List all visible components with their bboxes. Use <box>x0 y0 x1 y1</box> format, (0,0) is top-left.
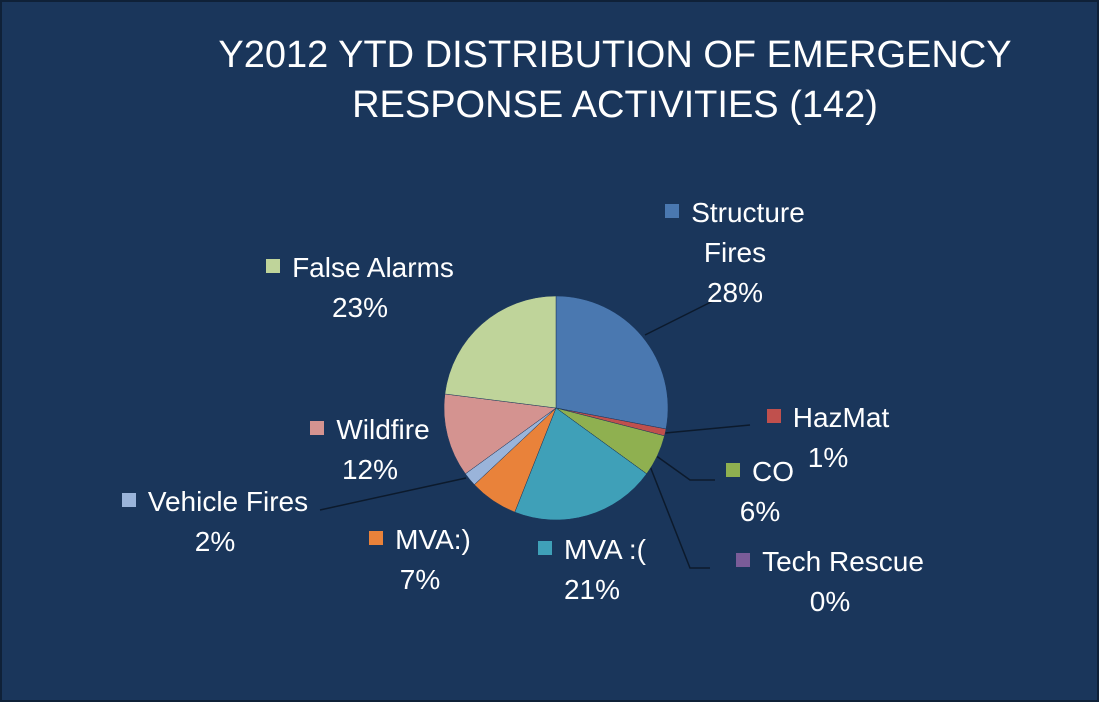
slice-label: Structure Fires 28% <box>650 193 820 313</box>
chart-title: Y2012 YTD DISTRIBUTION OF EMERGENCY RESP… <box>218 34 1012 126</box>
pie-slice <box>444 295 557 409</box>
label-name-line: False Alarms <box>230 248 490 288</box>
value-label: 7% <box>399 564 441 595</box>
category-label: False Alarms <box>292 252 454 283</box>
category-label: Tech Rescue <box>762 546 924 577</box>
label-name-line: Wildfire <box>275 410 465 450</box>
value-label: 0% <box>809 586 851 617</box>
legend-swatch <box>369 531 384 545</box>
legend-swatch <box>310 421 325 435</box>
category-label: MVA :( <box>564 534 646 565</box>
pie-slice <box>443 393 557 475</box>
slice-label: False Alarms 23% <box>230 248 490 328</box>
label-name-line: Vehicle Fires <box>85 482 345 522</box>
value-label: 6% <box>739 496 781 527</box>
slice-label: MVA:) 7% <box>340 520 500 600</box>
value-label: 12% <box>341 454 399 485</box>
legend-swatch <box>766 409 781 423</box>
slice-label: Tech Rescue 0% <box>700 542 960 622</box>
legend-swatch <box>266 259 281 273</box>
category-label: Vehicle Fires <box>147 486 309 517</box>
value-label: 21% <box>563 574 621 605</box>
pie-slice <box>514 407 647 521</box>
label-name-line: CO <box>700 452 820 492</box>
slice-label: HazMat 1% <box>743 398 913 478</box>
legend-swatch <box>121 493 136 507</box>
label-name-line: HazMat <box>743 398 913 438</box>
label-name-line: MVA:) <box>340 520 500 560</box>
slice-label: MVA :( 21% <box>512 530 672 610</box>
value-label: 2% <box>194 526 236 557</box>
category-label: HazMat <box>792 402 890 433</box>
pie-slice <box>555 295 669 430</box>
label-name-line: Structure Fires <box>650 193 820 273</box>
category-label: MVA:) <box>395 524 471 555</box>
label-name-line: MVA :( <box>512 530 672 570</box>
category-label: Structure Fires <box>691 197 805 268</box>
slice-label: CO 6% <box>700 452 820 532</box>
leader-line <box>319 477 467 511</box>
leader-line <box>644 299 716 336</box>
leader-line <box>664 424 751 434</box>
leader-line <box>654 454 715 481</box>
legend-swatch <box>736 553 751 567</box>
value-label: 1% <box>807 442 849 473</box>
legend-swatch <box>538 541 553 555</box>
slice-label: Vehicle Fires 2% <box>85 482 345 562</box>
label-name-line: Tech Rescue <box>700 542 960 582</box>
value-label: 28% <box>706 277 764 308</box>
category-label: CO <box>752 456 794 487</box>
slice-label: Wildfire 12% <box>275 410 465 490</box>
category-label: Wildfire <box>336 414 430 445</box>
legend-swatch <box>665 204 680 218</box>
value-label: 23% <box>331 292 389 323</box>
leader-line <box>645 455 710 569</box>
legend-swatch <box>726 463 740 477</box>
